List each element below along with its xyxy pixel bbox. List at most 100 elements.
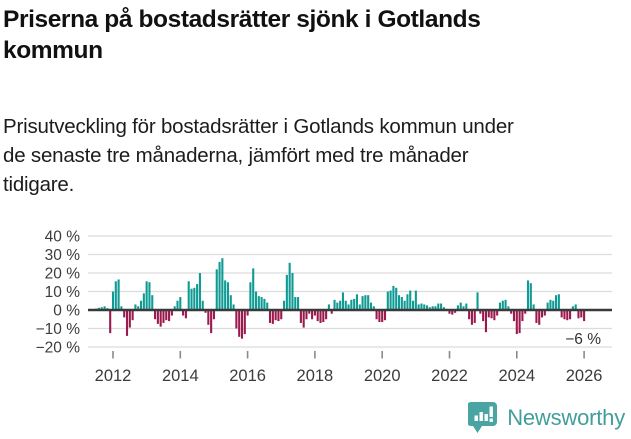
- data-bar: [532, 304, 535, 310]
- y-axis-label: −10 %: [36, 321, 81, 338]
- data-bar: [423, 304, 426, 310]
- data-bar: [512, 310, 516, 322]
- data-bar: [555, 295, 558, 310]
- data-bar: [574, 304, 577, 310]
- data-bar: [397, 295, 401, 310]
- x-axis-label: 2016: [229, 367, 266, 385]
- data-bar: [417, 304, 420, 310]
- x-axis-label: 2024: [498, 367, 535, 385]
- data-bar: [103, 306, 106, 310]
- data-bar: [361, 296, 364, 311]
- y-axis-label: 10 %: [45, 284, 81, 301]
- gridlines: [88, 235, 612, 348]
- data-bar: [577, 310, 580, 319]
- data-bar: [288, 262, 291, 310]
- data-bar: [176, 300, 179, 310]
- data-bar: [201, 300, 204, 310]
- data-bar: [137, 306, 140, 310]
- data-bar: [308, 310, 311, 314]
- data-bar: [353, 298, 356, 310]
- data-bar: [434, 306, 437, 310]
- data-bar: [364, 295, 367, 310]
- data-bar: [355, 294, 359, 310]
- y-axis-label: −20 %: [36, 340, 81, 357]
- data-bar: [190, 288, 193, 311]
- data-bar: [151, 295, 154, 310]
- data-bar: [524, 310, 527, 314]
- y-axis-label: 40 %: [45, 229, 81, 246]
- data-bar: [510, 310, 513, 314]
- data-bar: [375, 310, 378, 320]
- x-axis-label: 2026: [566, 367, 603, 385]
- data-bar: [283, 300, 286, 310]
- data-bar: [383, 310, 387, 321]
- data-bar: [571, 306, 574, 310]
- data-bar: [403, 300, 406, 310]
- data-bar: [266, 302, 269, 310]
- data-bar: [142, 293, 145, 310]
- data-bar: [148, 282, 151, 310]
- data-bar: [224, 280, 227, 310]
- data-bar: [369, 302, 373, 310]
- data-bar: [580, 310, 583, 318]
- x-axis-label: 2022: [431, 367, 468, 385]
- data-bar: [428, 307, 431, 311]
- data-bar: [274, 310, 277, 321]
- data-bar: [271, 310, 274, 324]
- data-bar: [456, 305, 459, 311]
- data-bar: [482, 310, 485, 322]
- data-bar: [557, 294, 560, 310]
- data-bar: [473, 310, 476, 323]
- newsworthy-logo[interactable]: Newsworthy: [468, 401, 625, 435]
- data-bar: [232, 304, 235, 310]
- data-bar: [134, 304, 137, 310]
- data-bar: [291, 273, 294, 310]
- data-bar: [496, 310, 499, 316]
- logo-exclamation-icon: [489, 406, 494, 417]
- data-bar: [299, 310, 302, 323]
- latest-value-annotation: −6 %: [565, 331, 601, 348]
- data-bar: [358, 304, 361, 310]
- y-axis-label: 0 %: [53, 303, 80, 320]
- data-bar: [319, 310, 322, 323]
- data-bar: [546, 302, 549, 310]
- data-bar: [204, 310, 207, 313]
- data-bar: [381, 310, 384, 323]
- data-bar: [521, 310, 524, 322]
- data-bar: [263, 298, 266, 310]
- data-bar: [305, 310, 308, 320]
- data-bar: [431, 306, 434, 310]
- data-bar: [563, 310, 566, 320]
- data-bar: [507, 306, 510, 310]
- data-bar: [566, 310, 569, 321]
- data-bar: [322, 310, 325, 323]
- data-bar: [125, 310, 129, 336]
- data-bar: [420, 303, 423, 310]
- data-bar: [243, 310, 246, 335]
- data-bar: [302, 310, 305, 328]
- data-bar: [297, 297, 300, 310]
- data-bar: [535, 310, 538, 323]
- data-bar: [100, 307, 103, 311]
- data-bar: [339, 300, 342, 310]
- data-bar: [218, 261, 221, 310]
- data-bar: [277, 310, 280, 322]
- data-bar: [336, 302, 339, 310]
- data-bar: [221, 258, 224, 310]
- page-title: Priserna på bostadsrätter sjönk i Gotlan…: [3, 6, 481, 64]
- data-bar: [170, 310, 173, 316]
- data-bar: [470, 310, 473, 325]
- data-bar: [465, 303, 468, 310]
- data-bar: [120, 306, 123, 310]
- logo-bar-icon: [474, 415, 479, 421]
- data-bar: [412, 300, 415, 310]
- data-bar: [392, 285, 395, 310]
- data-bar: [540, 310, 544, 318]
- data-bar: [215, 269, 218, 310]
- data-bar: [333, 299, 336, 310]
- data-bar: [114, 281, 117, 310]
- data-bar: [498, 302, 502, 310]
- data-bar: [442, 307, 445, 311]
- x-axis-label: 2014: [162, 367, 199, 385]
